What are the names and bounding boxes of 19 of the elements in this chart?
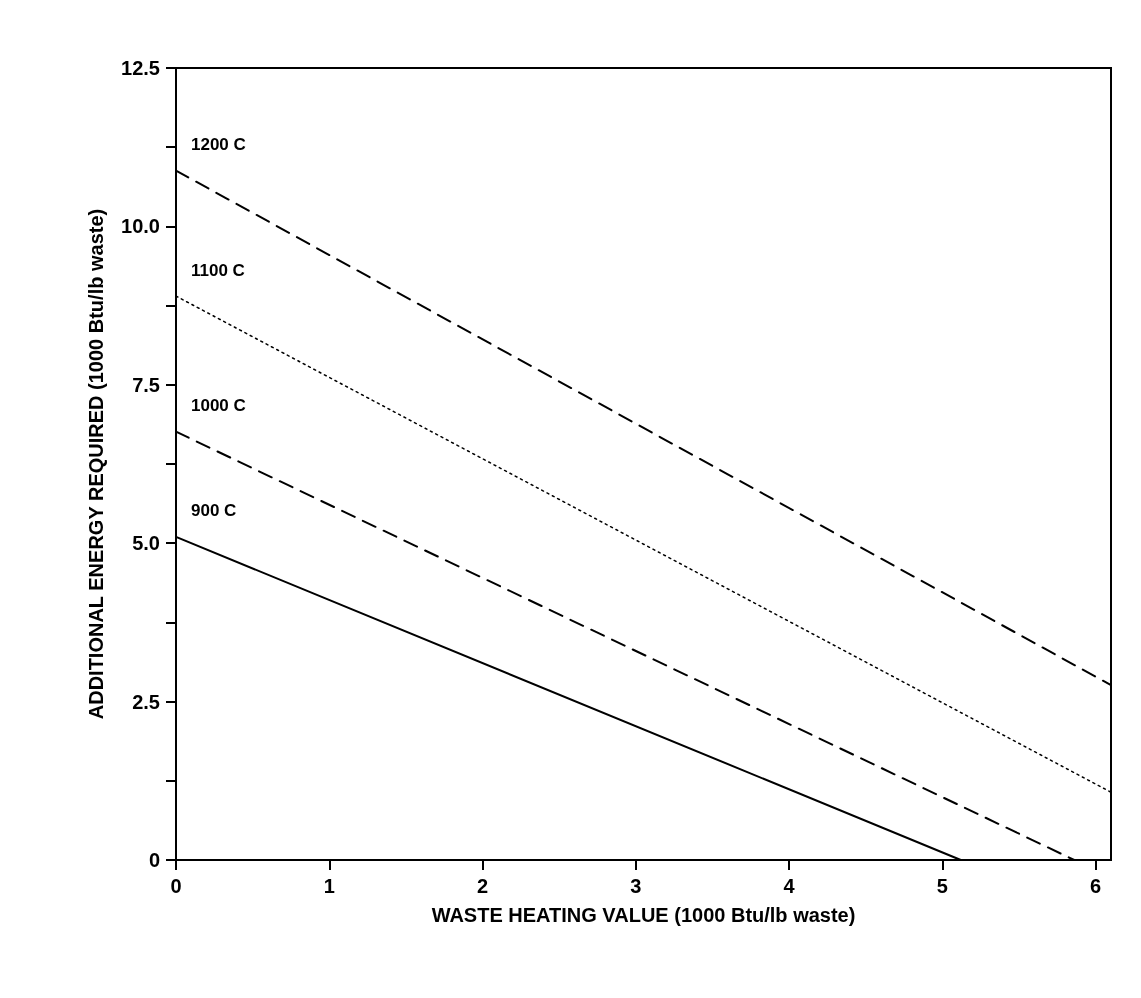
y-tick-label: 7.5 (132, 373, 160, 396)
x-tick-label: 1 (323, 875, 335, 897)
text: 10.0 (121, 215, 160, 238)
series-label: 900 C (191, 501, 237, 521)
x-tick-label: 2 (476, 875, 489, 897)
x-tick-label: 4 (783, 875, 796, 897)
y-axis-title: ADDITIONAL ENERGY REQUIRED (1000 Btu/lb waste) (85, 208, 107, 720)
series-label: 1200 C (191, 135, 246, 155)
x-tick-label: 5 (936, 875, 948, 897)
x-tick-label: 0 (170, 875, 182, 897)
x-axis-title: WASTE HEATING VALUE (1000 Btu/lb waste) (431, 904, 856, 926)
series-label: 1100 C (191, 260, 245, 280)
y-tick-label: 2.5 (132, 690, 160, 713)
y-tick-label: 12.5 (121, 57, 160, 79)
y-tick-label: 0 (148, 849, 160, 871)
x-tick-label: 6 (1090, 875, 1102, 897)
series-label: 1000 C (191, 396, 246, 416)
x-tick-label: 3 (630, 875, 642, 897)
text: 5.0 (132, 532, 160, 555)
